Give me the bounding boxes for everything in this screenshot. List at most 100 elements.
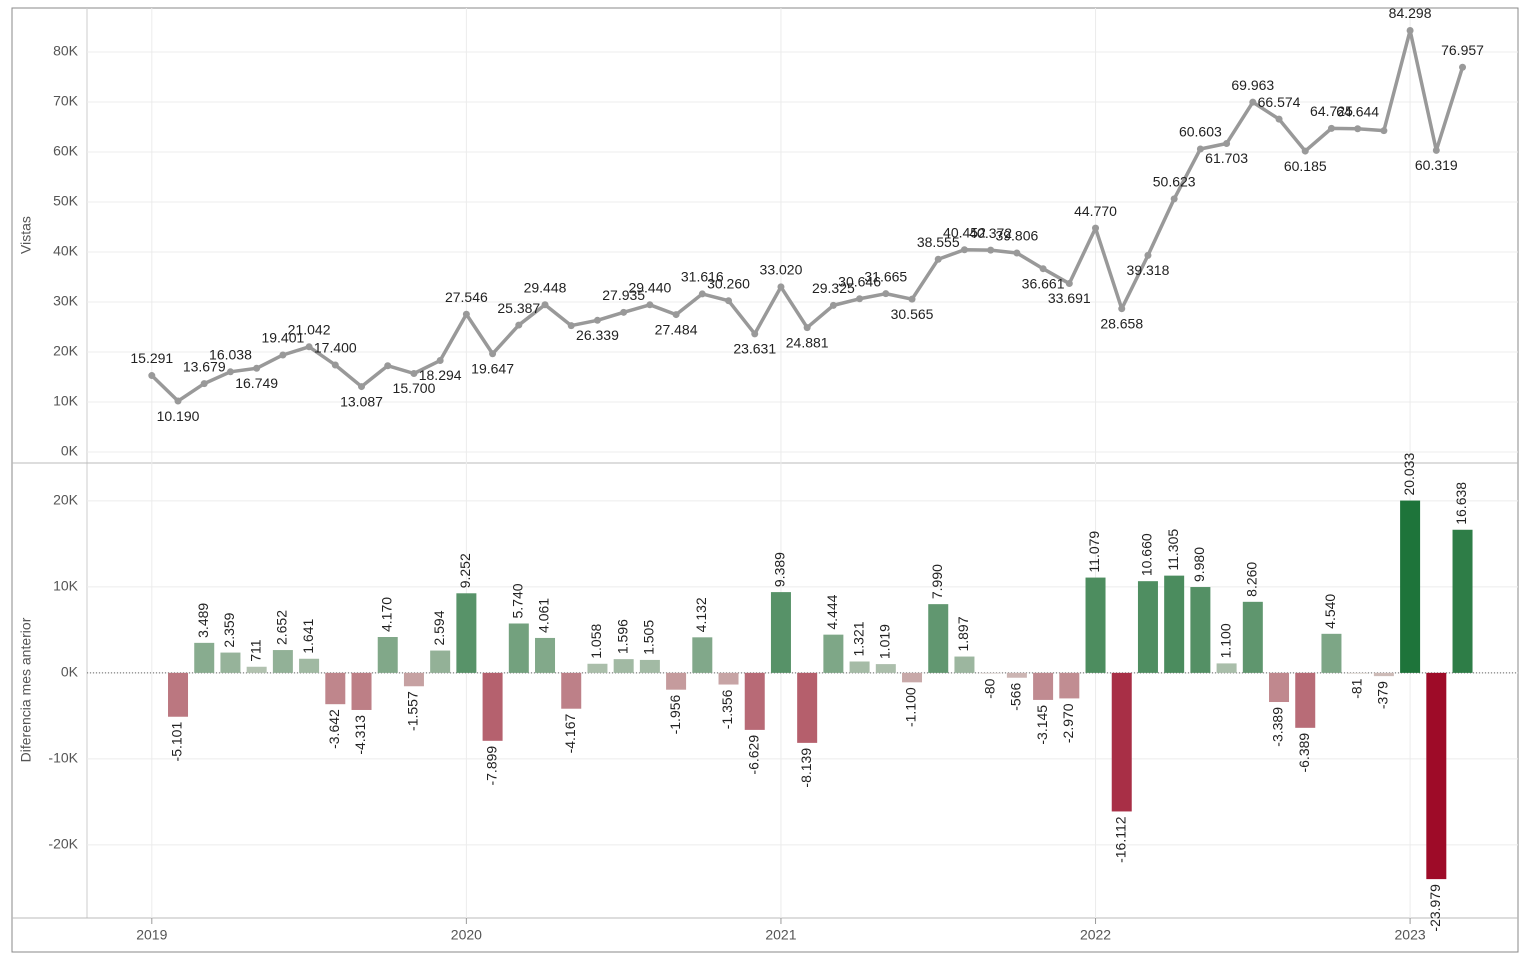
data-label: 64.644: [1336, 103, 1379, 119]
bar: [718, 672, 739, 685]
point: [436, 357, 444, 365]
bar: [902, 672, 923, 683]
y-tick-label: 70K: [53, 93, 79, 109]
point: [882, 290, 890, 298]
data-label: 4.170: [378, 597, 394, 632]
data-label: -379: [1375, 681, 1391, 709]
point: [1092, 224, 1100, 232]
data-label: 25.387: [497, 300, 540, 316]
bar: [980, 672, 1001, 674]
bar: [430, 650, 451, 673]
data-label: -6.629: [745, 735, 761, 775]
y-tick-label: 60K: [53, 143, 79, 159]
data-label: 84.298: [1389, 5, 1432, 21]
bar: [1190, 587, 1211, 673]
bar: [1111, 672, 1132, 812]
bar: [1085, 577, 1106, 673]
data-label: 8.260: [1244, 562, 1260, 597]
point: [751, 330, 759, 338]
point: [384, 362, 392, 370]
bar: [220, 652, 241, 673]
data-label: 11.305: [1165, 529, 1181, 571]
bar: [299, 658, 320, 673]
x-tick-label: 2021: [765, 927, 796, 943]
bar: [639, 659, 660, 673]
data-label: 16.038: [209, 347, 252, 363]
data-label: -6.389: [1296, 733, 1312, 773]
point: [541, 301, 549, 309]
data-label: 69.963: [1231, 77, 1274, 93]
y-tick-label: 10K: [53, 578, 79, 594]
bar: [613, 659, 634, 673]
data-label: 30.646: [838, 273, 881, 289]
data-label: -23.979: [1427, 884, 1443, 932]
data-label: 1.321: [850, 621, 866, 656]
data-label: 3.489: [195, 603, 211, 638]
data-label: -4.167: [562, 714, 578, 754]
bar: [351, 672, 372, 710]
bar: [770, 592, 791, 673]
data-label: -1.956: [667, 694, 683, 734]
data-label: 16.749: [235, 375, 278, 391]
point: [1144, 251, 1152, 259]
data-label: 76.957: [1441, 42, 1484, 58]
y-tick-label: 20K: [53, 343, 79, 359]
data-label: 36.661: [1022, 275, 1065, 291]
bar: [1400, 500, 1421, 673]
data-label: 15.700: [393, 380, 436, 396]
bar: [168, 672, 189, 717]
bar: [1242, 601, 1263, 673]
point: [987, 246, 995, 254]
data-label: -566: [1008, 683, 1024, 711]
data-label: 10.190: [157, 408, 200, 424]
data-label: 4.061: [536, 598, 552, 633]
data-label: -1.557: [405, 691, 421, 731]
data-label: 1.019: [877, 624, 893, 659]
y-tick-label: 40K: [53, 243, 79, 259]
point: [358, 383, 366, 391]
point: [1380, 127, 1388, 135]
data-label: -4.313: [352, 715, 368, 755]
bar: [272, 650, 293, 673]
point: [462, 310, 470, 318]
point: [1301, 147, 1309, 155]
bar: [325, 672, 346, 705]
bar: [1321, 633, 1342, 673]
point: [1039, 265, 1047, 273]
point: [489, 350, 497, 358]
data-label: -3.389: [1270, 707, 1286, 747]
data-label: -81: [1348, 678, 1364, 698]
data-label: 7.990: [929, 564, 945, 599]
x-tick-label: 2019: [136, 927, 167, 943]
data-label: 33.691: [1048, 290, 1091, 306]
y-tick-label: 50K: [53, 193, 79, 209]
data-label: -1.356: [719, 689, 735, 729]
point: [253, 364, 261, 372]
y-tick-label: 80K: [53, 43, 79, 59]
bar: [1164, 575, 1185, 673]
point: [934, 255, 942, 263]
data-label: -7.899: [483, 746, 499, 786]
y-tick-label: 0K: [61, 664, 79, 680]
data-label: 39.318: [1127, 262, 1170, 278]
point: [1170, 195, 1178, 203]
data-label: 711: [247, 639, 263, 662]
point: [777, 283, 785, 291]
bar: [797, 672, 818, 743]
bar: [928, 604, 949, 673]
bar: [403, 672, 424, 687]
data-label: 1.897: [955, 616, 971, 651]
point: [1459, 63, 1467, 71]
data-label: 19.647: [471, 360, 514, 376]
data-label: 27.484: [655, 321, 698, 337]
data-label: 1.100: [1217, 623, 1233, 658]
point: [646, 301, 654, 309]
point: [1354, 125, 1362, 133]
bar: [1033, 672, 1054, 700]
point: [803, 324, 811, 332]
bar: [1006, 672, 1027, 678]
data-label: 1.058: [588, 624, 604, 659]
point: [1118, 305, 1126, 313]
data-label: 31.616: [681, 269, 724, 285]
data-label: 29.440: [628, 280, 671, 296]
